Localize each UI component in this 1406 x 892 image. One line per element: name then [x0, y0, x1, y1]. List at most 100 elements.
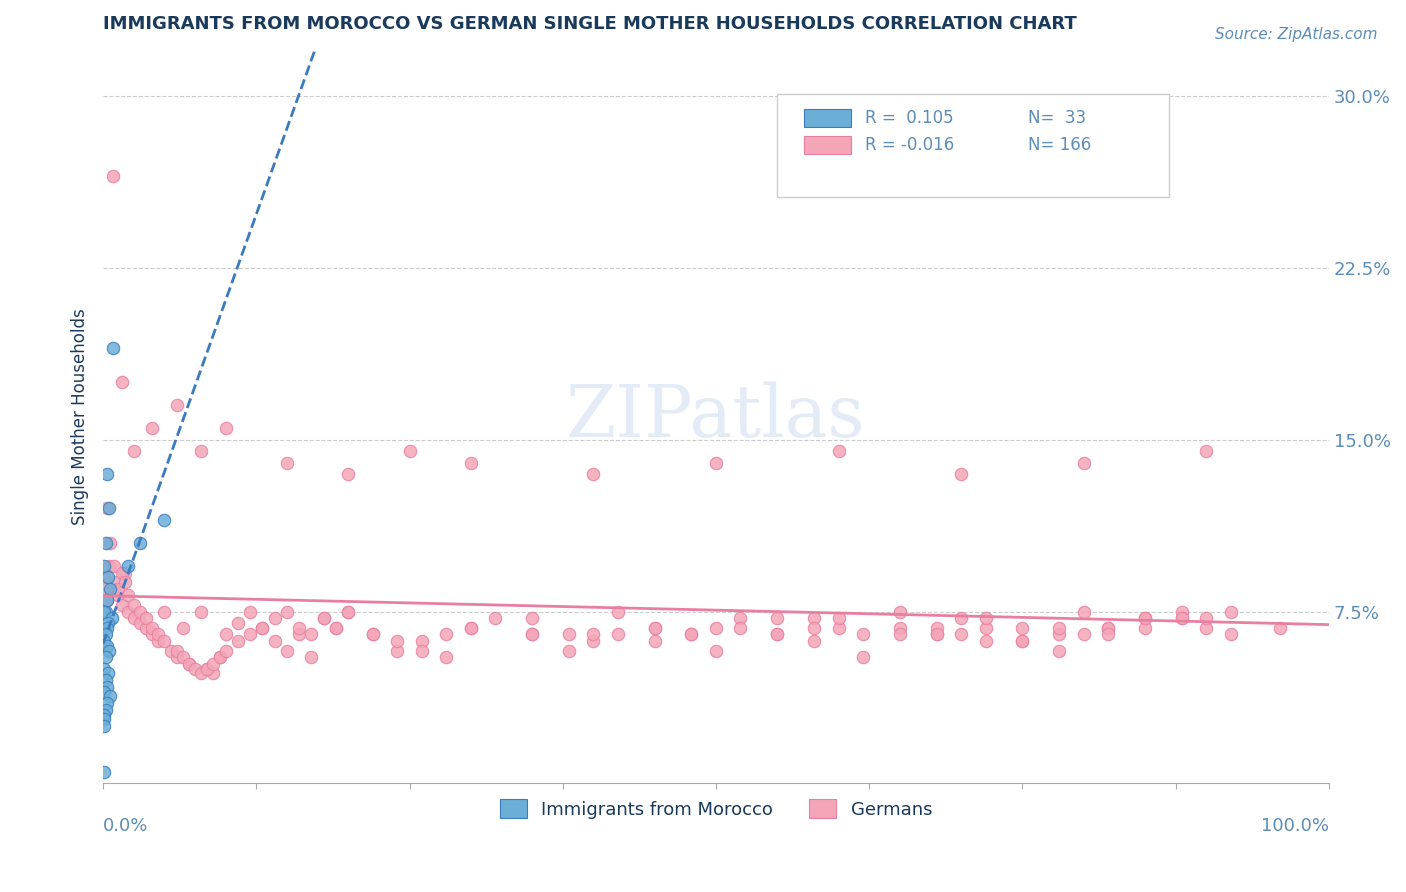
Point: [974, 611, 997, 625]
Text: ZIPatlas: ZIPatlas: [567, 382, 866, 452]
Point: [889, 605, 911, 619]
Point: [803, 621, 825, 635]
Point: [96, 639, 118, 653]
Point: [226, 615, 249, 630]
Point: [1097, 621, 1119, 635]
Point: [1073, 627, 1095, 641]
Point: [263, 634, 285, 648]
Point: [190, 666, 212, 681]
Point: [558, 627, 581, 641]
Point: [100, 535, 122, 549]
Point: [766, 627, 789, 641]
Point: [398, 444, 420, 458]
Point: [803, 611, 825, 625]
Point: [974, 634, 997, 648]
Point: [94, 627, 117, 641]
Point: [434, 627, 457, 641]
Point: [1073, 456, 1095, 470]
Point: [172, 650, 194, 665]
Point: [153, 605, 176, 619]
Point: [252, 621, 274, 635]
Point: [226, 634, 249, 648]
Point: [97, 570, 120, 584]
Point: [827, 611, 849, 625]
Point: [94, 582, 117, 596]
Point: [1047, 643, 1070, 657]
Point: [276, 605, 298, 619]
Point: [129, 535, 152, 549]
Point: [135, 611, 157, 625]
Point: [1170, 611, 1192, 625]
Point: [1195, 444, 1218, 458]
Point: [520, 611, 543, 625]
Point: [852, 650, 875, 665]
Text: R =  0.105: R = 0.105: [866, 109, 955, 127]
Point: [361, 627, 384, 641]
Point: [325, 621, 347, 635]
FancyBboxPatch shape: [804, 136, 851, 154]
Point: [301, 650, 323, 665]
Point: [1219, 627, 1241, 641]
Point: [100, 690, 122, 704]
Point: [93, 605, 115, 619]
Point: [387, 643, 409, 657]
Point: [215, 421, 238, 435]
Point: [1195, 621, 1218, 635]
Point: [141, 421, 163, 435]
Point: [606, 605, 628, 619]
Point: [110, 598, 132, 612]
Point: [950, 467, 973, 481]
Point: [1011, 634, 1033, 648]
Point: [704, 621, 727, 635]
Point: [460, 621, 482, 635]
Point: [239, 627, 262, 641]
Point: [1097, 627, 1119, 641]
Point: [96, 593, 118, 607]
Point: [177, 657, 200, 672]
Point: [94, 703, 117, 717]
Point: [288, 621, 311, 635]
Point: [239, 605, 262, 619]
Point: [107, 582, 129, 596]
Point: [387, 634, 409, 648]
Point: [177, 657, 200, 672]
Point: [644, 621, 666, 635]
Point: [644, 634, 666, 648]
Point: [129, 605, 152, 619]
Point: [276, 456, 298, 470]
Point: [889, 621, 911, 635]
Point: [100, 611, 122, 625]
Point: [202, 657, 225, 672]
Point: [122, 444, 145, 458]
Point: [730, 611, 752, 625]
Point: [190, 605, 212, 619]
Point: [148, 627, 170, 641]
Point: [520, 627, 543, 641]
Text: IMMIGRANTS FROM MOROCCO VS GERMAN SINGLE MOTHER HOUSEHOLDS CORRELATION CHART: IMMIGRANTS FROM MOROCCO VS GERMAN SINGLE…: [103, 15, 1077, 33]
Point: [190, 444, 212, 458]
Point: [141, 627, 163, 641]
Point: [681, 627, 703, 641]
Point: [110, 376, 132, 390]
Point: [1133, 621, 1156, 635]
Point: [97, 615, 120, 630]
Point: [101, 341, 124, 355]
Point: [827, 444, 849, 458]
Point: [411, 634, 433, 648]
Point: [93, 570, 115, 584]
FancyBboxPatch shape: [778, 94, 1170, 196]
Text: Source: ZipAtlas.com: Source: ZipAtlas.com: [1215, 27, 1378, 42]
Point: [141, 621, 163, 635]
Point: [925, 621, 948, 635]
Point: [135, 621, 157, 635]
Point: [107, 589, 129, 603]
Point: [148, 634, 170, 648]
Point: [122, 598, 145, 612]
Point: [1219, 605, 1241, 619]
Point: [96, 501, 118, 516]
Point: [312, 611, 335, 625]
Point: [582, 627, 605, 641]
Y-axis label: Single Mother Households: Single Mother Households: [72, 309, 89, 525]
Point: [195, 662, 218, 676]
Point: [312, 611, 335, 625]
